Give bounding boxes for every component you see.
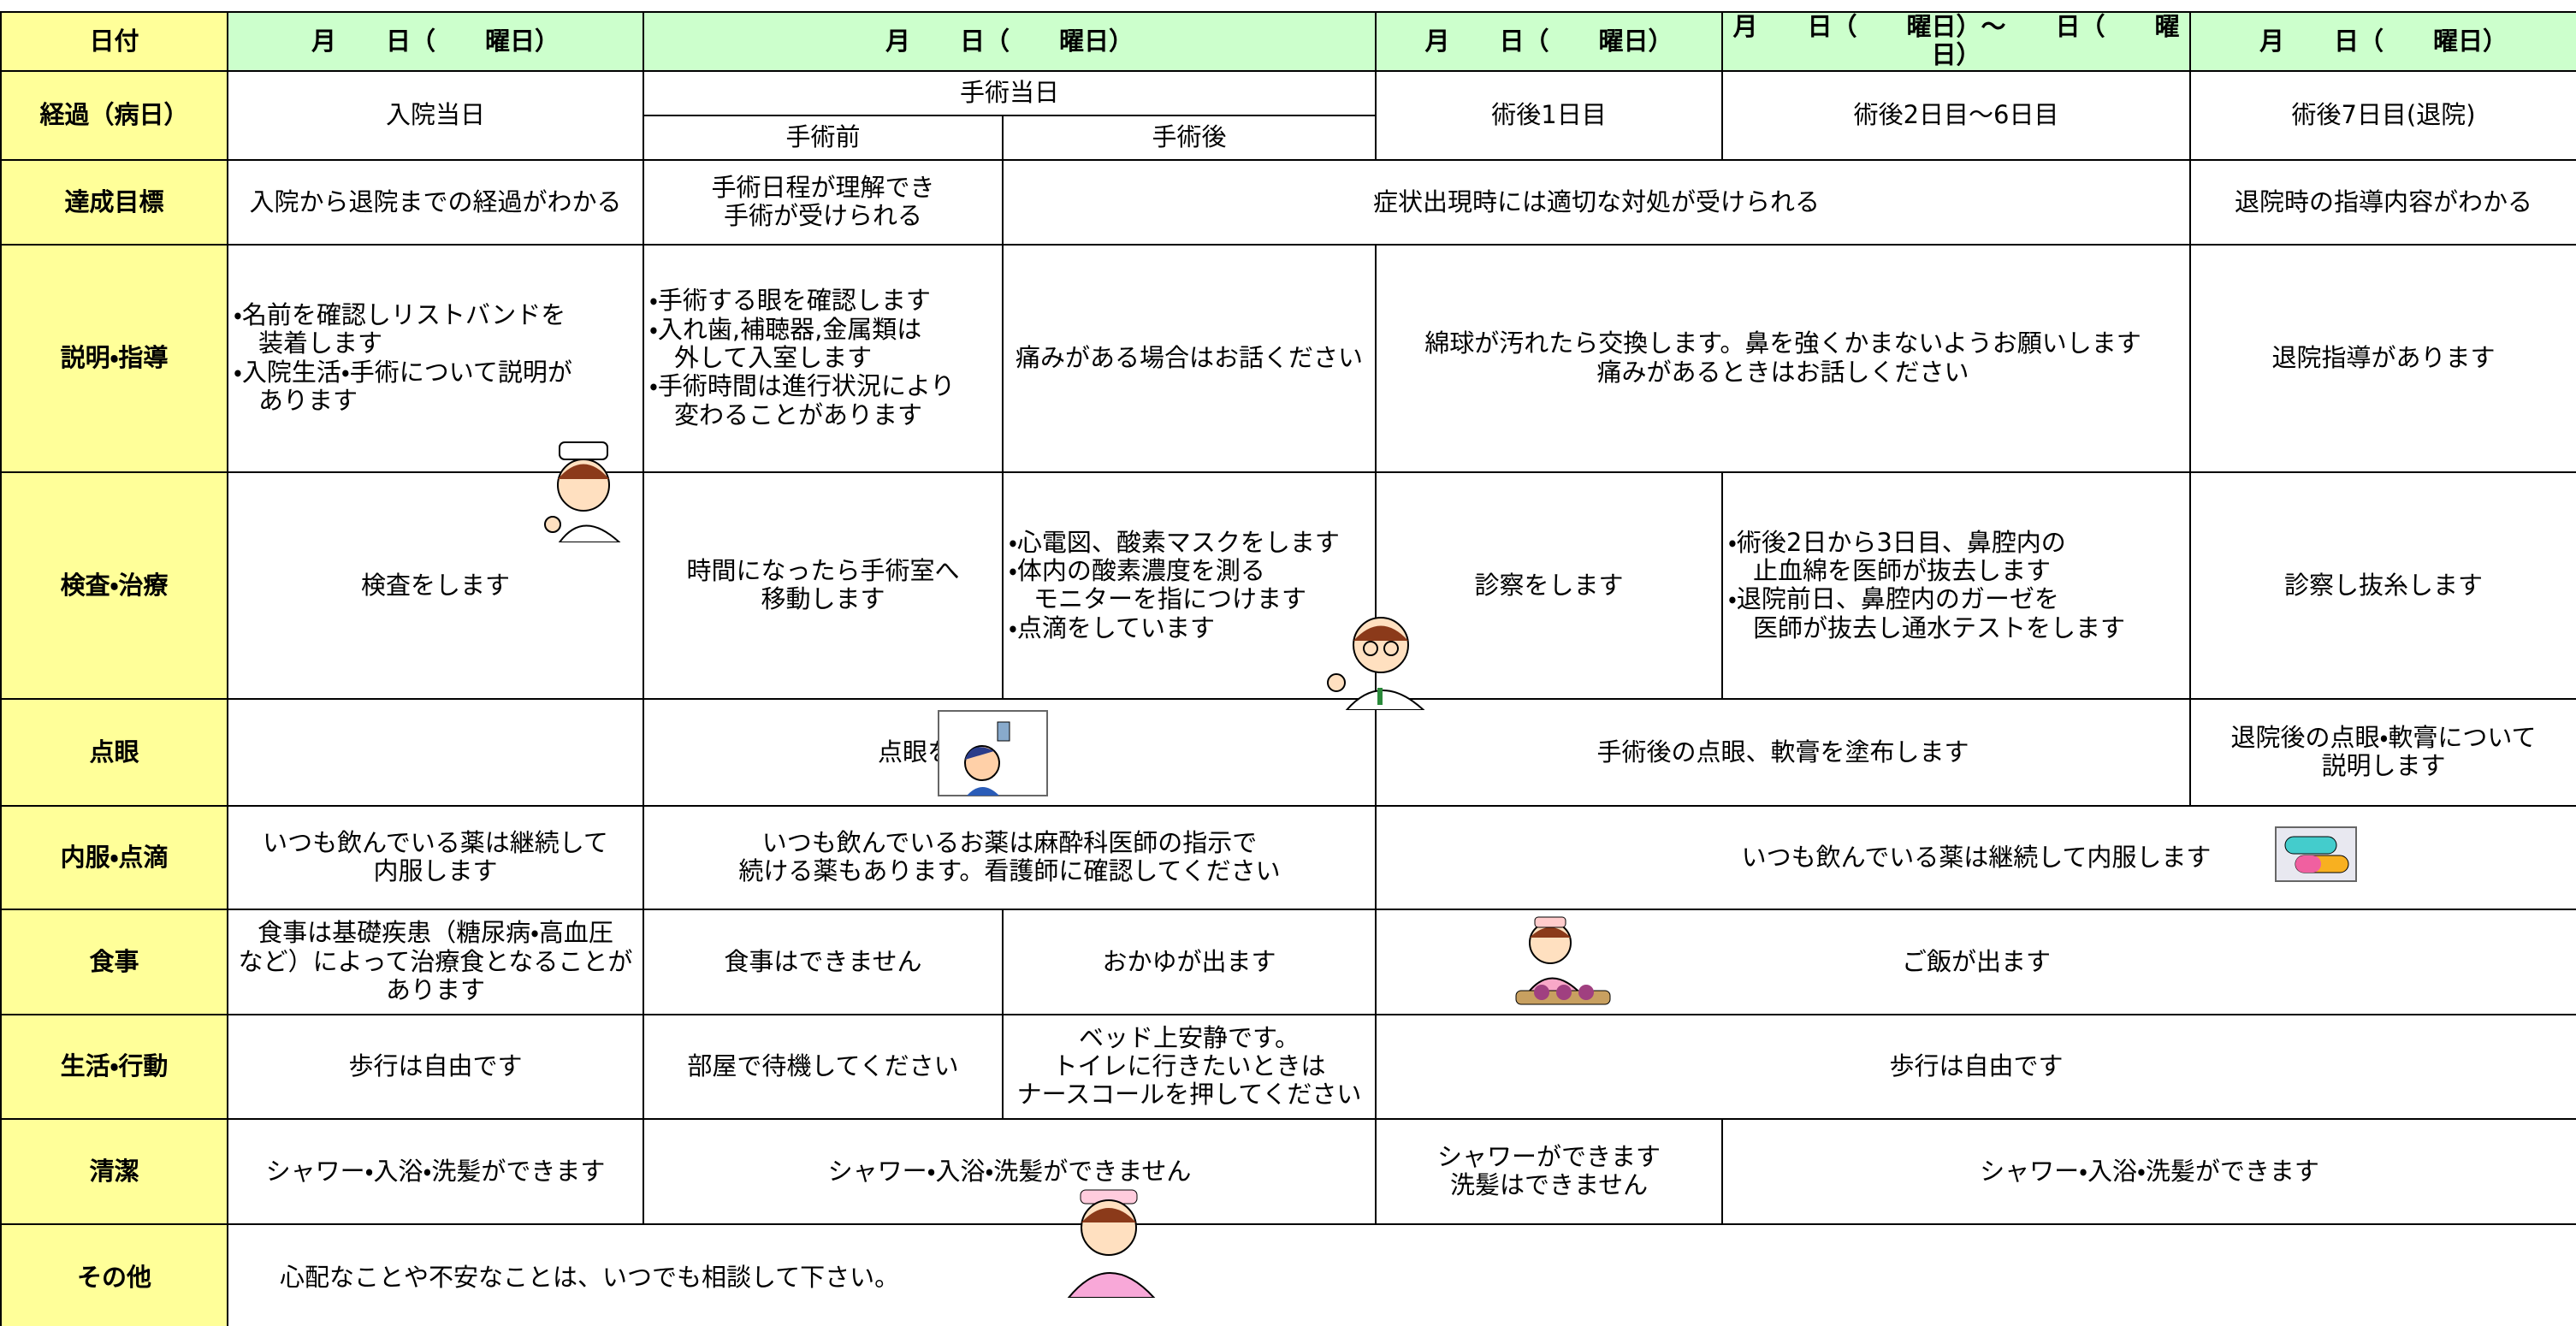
date: 月 日（ 曜日） <box>2189 11 2576 72</box>
cell: 診察をします <box>1375 471 1724 700</box>
row: 生活・行動 歩行は自由です 部屋で待機してください ベッド上安静です。 トイレに… <box>0 1013 2576 1120</box>
row: その他 心配なことや不安なことは、いつでも相談して下さい。 <box>0 1222 2576 1326</box>
date: 月 日（ 曜日） <box>227 11 644 72</box>
cell: ・術後2日から3日目、鼻腔内の 止血綿を医師が抜去します ・退院前日、鼻腔内のガ… <box>1721 471 2192 700</box>
cell: 術後1日目 <box>1375 69 1724 161</box>
doctor-illustration <box>1327 617 1425 710</box>
row: 検査・治療 検査をします 時間になったら手術室へ 移動します ・心電図、酸素マス… <box>0 471 2576 700</box>
row-label: 点眼 <box>0 697 228 807</box>
cell: シャワー・入浴・洗髪ができます <box>227 1117 644 1225</box>
cell: 入院から退院までの経過がわかる <box>227 158 644 246</box>
cell: 食事は基礎疾患（糖尿病・高血圧 など）によって治療食となることが あります <box>227 908 644 1015</box>
row-label: 日付 <box>0 11 228 72</box>
eyedrop-illustration <box>938 710 1048 796</box>
cell: 退院指導があります <box>2189 243 2576 473</box>
cell: 退院時の指導内容がわかる <box>2189 158 2576 246</box>
cell: 術後2日目～6日目 <box>1721 69 2192 161</box>
row-label: 清潔 <box>0 1117 228 1225</box>
cell: 部屋で待機してください <box>643 1013 1004 1120</box>
cell: ・名前を確認しリストバンドを 装着します ・入院生活・手術について説明が ありま… <box>227 243 644 473</box>
cell: 手術前 <box>643 114 1004 161</box>
row-label: 経過（病日） <box>0 69 228 161</box>
cell: ・手術する眼を確認します ・入れ歯,補聴器,金属類は 外して入室します ・手術時… <box>643 243 1004 473</box>
cell: ・心電図、酸素マスクをします ・体内の酸素濃度を測る モニターを指につけます ・… <box>1001 471 1377 700</box>
row: 経過（病日） 入院当日 手術当日 術後1日目 術後2日目～6日目 術後7日目(退… <box>0 69 2576 161</box>
row-label: その他 <box>0 1222 228 1326</box>
cell: いつも飲んでいる薬は継続して内服します <box>1375 804 2576 910</box>
row: 内服・点滴 いつも飲んでいる薬は継続して 内服します いつも飲んでいるお薬は麻酔… <box>0 804 2576 910</box>
cell: 心配なことや不安なことは、いつでも相談して下さい。 <box>226 1222 2576 1326</box>
cell: 手術後 <box>1001 114 1377 161</box>
meal-nurse-illustration <box>1515 916 1611 1005</box>
cell: シャワー・入浴・洗髪ができません <box>642 1117 1377 1225</box>
nurse-illustration <box>544 441 621 542</box>
care-pathway-table: 日付 月 日（ 曜日） 月 日（ 曜日） 月 日（ 曜日） 月 日（ 曜日）～ … <box>0 11 2576 1326</box>
cell: 症状出現時には適切な対処が受けられる <box>1001 158 2192 246</box>
cell: 退院後の点眼・軟膏について 説明します <box>2189 697 2576 807</box>
date: 月 日（ 曜日）～ 日（ 曜日） <box>1721 11 2192 72</box>
row-label: 生活・行動 <box>0 1013 228 1120</box>
row-label: 食事 <box>0 908 228 1015</box>
cell: 手術当日 <box>642 69 1377 116</box>
cell: 歩行は自由です <box>227 1013 644 1120</box>
cell: いつも飲んでいる薬は継続して 内服します <box>227 804 644 910</box>
row: 手術前 手術後 <box>1 114 2576 161</box>
cell: 入院当日 <box>227 69 644 161</box>
row: 食事 食事は基礎疾患（糖尿病・高血圧 など）によって治療食となることが あります… <box>0 908 2576 1015</box>
row-label: 検査・治療 <box>0 471 228 700</box>
cell: 手術後の点眼、軟膏を塗布します <box>1375 697 2192 807</box>
cell: 手術日程が理解でき 手術が受けられる <box>643 158 1004 246</box>
row: 清潔 シャワー・入浴・洗髪ができます シャワー・入浴・洗髪ができません シャワー… <box>0 1117 2576 1225</box>
date: 月 日（ 曜日） <box>642 11 1377 72</box>
cell: 診察し抜糸します <box>2189 471 2576 700</box>
row-label: 達成目標 <box>0 158 228 246</box>
row: 達成目標 入院から退院までの経過がわかる 手術日程が理解でき 手術が受けられる … <box>0 158 2576 246</box>
cell <box>227 697 644 807</box>
pills-illustration <box>2275 826 2357 882</box>
cell: いつも飲んでいるお薬は麻酔科医師の指示で 続ける薬もあります。看護師に確認してく… <box>642 804 1377 910</box>
cell: 食事はできません <box>643 908 1004 1015</box>
cell: 時間になったら手術室へ 移動します <box>643 471 1004 700</box>
cell: ベッド上安静です。 トイレに行きたいときは ナースコールを押してください <box>1001 1013 1377 1120</box>
date-row: 日付 月 日（ 曜日） 月 日（ 曜日） 月 日（ 曜日） 月 日（ 曜日）～ … <box>0 11 2576 72</box>
date: 月 日（ 曜日） <box>1375 11 1724 72</box>
cell: 術後7日目(退院) <box>2189 69 2576 161</box>
row-label: 説明・指導 <box>0 243 228 473</box>
cell: シャワー・入浴・洗髪ができます <box>1721 1117 2576 1225</box>
nurse-illustration <box>1067 1189 1156 1298</box>
row-label: 内服・点滴 <box>0 804 228 910</box>
cell: 痛みがある場合はお話ください <box>1001 243 1377 473</box>
cell: 綿球が汚れたら交換します。鼻を強くかまないようお願いします 痛みがあるときはお話… <box>1375 243 2192 473</box>
cell: 歩行は自由です <box>1375 1013 2576 1120</box>
row: 点眼 点眼をします 手術後の点眼、軟膏を塗布します 退院後の点眼・軟膏について … <box>0 697 2576 807</box>
cell: シャワーができます 洗髪はできません <box>1375 1117 1724 1225</box>
cell: おかゆが出ます <box>1001 908 1377 1015</box>
row: 説明・指導 ・名前を確認しリストバンドを 装着します ・入院生活・手術について説… <box>0 243 2576 473</box>
